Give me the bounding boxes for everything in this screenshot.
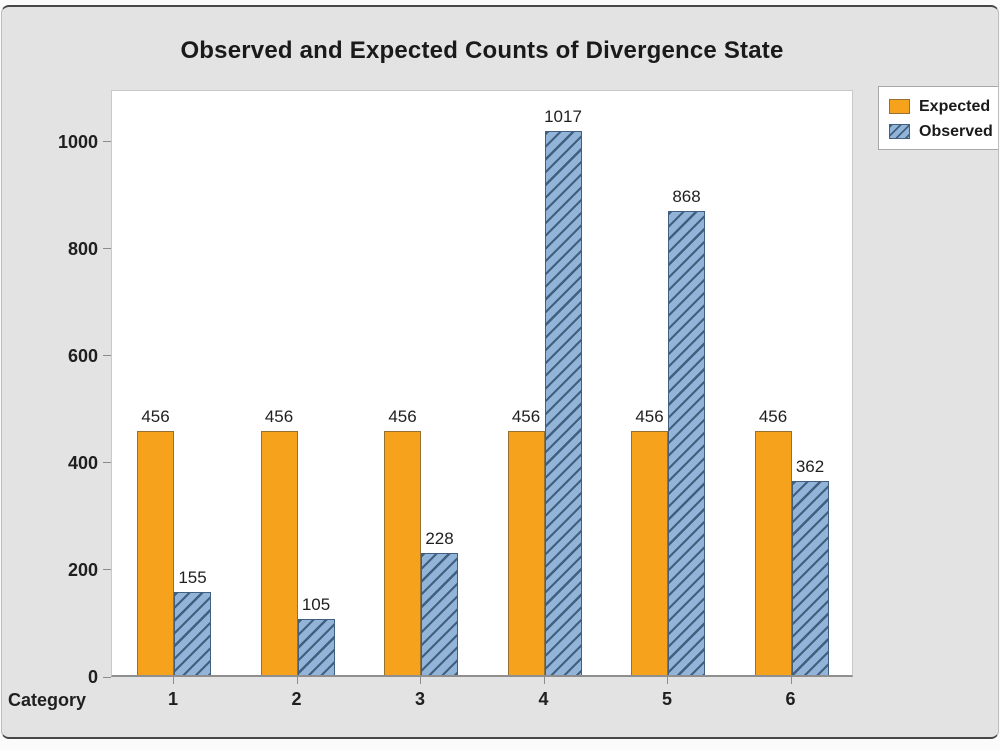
x-tick-mark (173, 677, 174, 684)
bar-expected-5 (631, 431, 668, 675)
value-label-expected-5: 456 (635, 407, 664, 426)
legend-swatch-expected-icon (889, 99, 910, 114)
x-tick-label: 6 (785, 689, 796, 709)
legend-swatch-observed-hatched-icon (889, 124, 910, 139)
legend: Expected Observed (878, 86, 998, 150)
x-tick-mark (543, 677, 545, 684)
bar-expected-6 (754, 431, 792, 675)
chart-window: Observed and Expected Counts of Divergen… (1, 5, 999, 739)
value-label-observed-4: 1017 (544, 106, 582, 126)
bar-observed-4 (544, 130, 582, 675)
y-tick-label: 800 (67, 238, 98, 259)
plot-area: 456 155 456 105 456 228 456 1017 456 868 456 362 (111, 90, 853, 677)
bar-expected-4 (507, 431, 545, 675)
y-tick-mark (103, 355, 111, 357)
bar-expected-3 (384, 431, 421, 675)
value-label-expected-3: 456 (388, 407, 417, 426)
x-tick-mark (296, 677, 298, 684)
y-tick-label: 200 (67, 559, 98, 580)
value-label-observed-3: 228 (425, 529, 454, 548)
x-tick-mark (790, 677, 792, 684)
legend-item-observed: Observed (889, 119, 998, 144)
chart-title: Observed and Expected Counts of Divergen… (180, 37, 784, 64)
bar-observed-2 (297, 618, 335, 675)
bar-expected-2 (260, 431, 298, 675)
value-label-expected-4: 456 (511, 407, 541, 426)
x-axis-title: Category (8, 690, 87, 710)
y-tick-mark (103, 676, 111, 678)
bar-observed-1 (174, 592, 211, 675)
y-tick-label: 0 (87, 667, 98, 687)
y-tick-label: 600 (67, 345, 98, 366)
value-label-observed-6: 362 (795, 457, 825, 477)
y-tick-mark (103, 569, 111, 571)
legend-label-observed: Observed (919, 122, 993, 140)
value-label-expected-6: 456 (758, 407, 788, 426)
value-label-observed-2: 105 (301, 594, 331, 614)
x-tick-label: 1 (167, 689, 178, 709)
bar-observed-6 (791, 481, 829, 675)
value-label-observed-1: 155 (178, 568, 207, 588)
legend-item-expected: Expected (889, 94, 998, 119)
y-tick-mark (103, 462, 111, 464)
legend-label-expected: Expected (919, 97, 991, 115)
bar-observed-5 (668, 210, 705, 675)
value-label-observed-5: 868 (672, 186, 701, 206)
x-tick-mark (420, 677, 421, 684)
y-tick-label: 400 (67, 452, 98, 473)
x-tick-mark (667, 677, 668, 684)
x-tick-label: 5 (661, 689, 672, 709)
x-tick-label: 4 (538, 689, 549, 709)
bar-observed-3 (421, 553, 458, 675)
y-tick-label: 1000 (57, 131, 98, 152)
x-tick-label: 3 (414, 689, 425, 709)
y-tick-mark (103, 141, 111, 143)
value-label-expected-1: 456 (141, 407, 170, 426)
y-tick-mark (103, 248, 111, 250)
value-label-expected-2: 456 (264, 407, 294, 426)
x-tick-label: 2 (291, 689, 302, 709)
bar-expected-1 (137, 431, 174, 675)
